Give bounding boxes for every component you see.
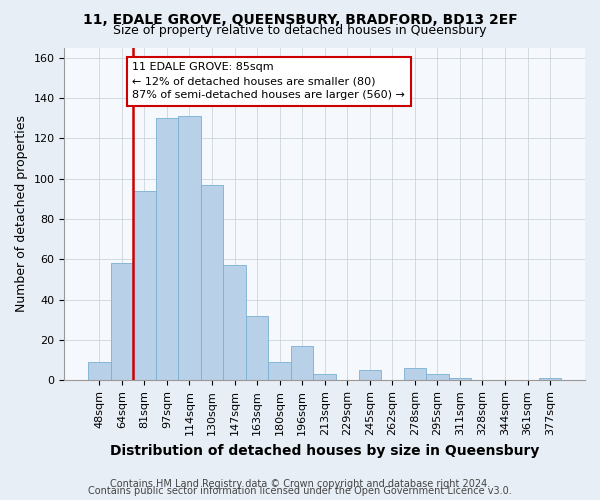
Bar: [268, 362, 291, 380]
Bar: [539, 378, 562, 380]
Bar: [155, 118, 178, 380]
Bar: [291, 346, 313, 380]
Bar: [110, 264, 133, 380]
Text: 11 EDALE GROVE: 85sqm
← 12% of detached houses are smaller (80)
87% of semi-deta: 11 EDALE GROVE: 85sqm ← 12% of detached …: [132, 62, 405, 100]
Bar: [88, 362, 110, 380]
Text: Contains public sector information licensed under the Open Government Licence v3: Contains public sector information licen…: [88, 486, 512, 496]
Bar: [201, 184, 223, 380]
Bar: [223, 266, 246, 380]
Bar: [404, 368, 426, 380]
Bar: [449, 378, 471, 380]
Text: 11, EDALE GROVE, QUEENSBURY, BRADFORD, BD13 2EF: 11, EDALE GROVE, QUEENSBURY, BRADFORD, B…: [83, 12, 517, 26]
Y-axis label: Number of detached properties: Number of detached properties: [15, 116, 28, 312]
Bar: [426, 374, 449, 380]
X-axis label: Distribution of detached houses by size in Queensbury: Distribution of detached houses by size …: [110, 444, 539, 458]
Text: Contains HM Land Registry data © Crown copyright and database right 2024.: Contains HM Land Registry data © Crown c…: [110, 479, 490, 489]
Bar: [246, 316, 268, 380]
Bar: [178, 116, 201, 380]
Bar: [359, 370, 381, 380]
Text: Size of property relative to detached houses in Queensbury: Size of property relative to detached ho…: [113, 24, 487, 37]
Bar: [313, 374, 336, 380]
Bar: [133, 190, 155, 380]
